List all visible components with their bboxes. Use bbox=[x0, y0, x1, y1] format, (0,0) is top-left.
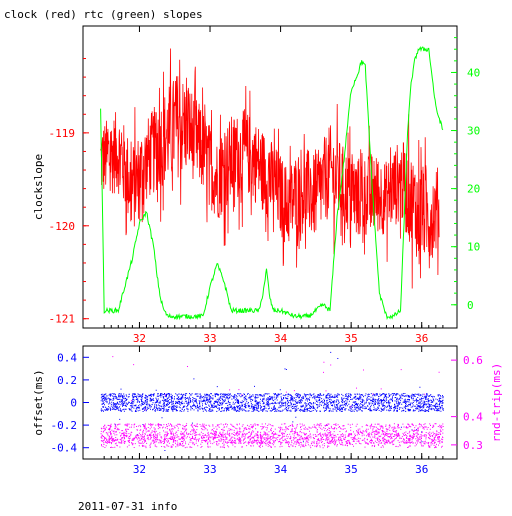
x-tick-label-36: 36 bbox=[415, 463, 428, 476]
y-axis-label: clockslope bbox=[32, 154, 45, 220]
round-trip-scatter-points bbox=[100, 356, 444, 449]
y2-tick-label: 10 bbox=[467, 241, 480, 254]
y2-tick-label: 0 bbox=[467, 299, 474, 312]
y-tick-label: 0.2 bbox=[57, 374, 77, 387]
x-tick-label-33: 33 bbox=[203, 332, 216, 345]
x-tick-label-34: 34 bbox=[274, 463, 288, 476]
offset-axis-label: offset(ms) bbox=[32, 369, 45, 435]
y-tick-label: 0.4 bbox=[57, 351, 77, 364]
info-label: 2011-07-31 info bbox=[78, 500, 177, 512]
y-tick-label: -120 bbox=[49, 220, 76, 233]
x-tick-label-34: 34 bbox=[274, 332, 288, 345]
x-tick-label-32: 32 bbox=[133, 463, 146, 476]
y2-tick-label: 0.6 bbox=[463, 354, 483, 367]
round-trip-axis-label: rnd-trip(ms) bbox=[490, 363, 503, 442]
y-tick-label: 0 bbox=[70, 397, 77, 410]
y2-tick-label: 0.3 bbox=[463, 439, 483, 452]
x-tick-label-33: 33 bbox=[203, 463, 216, 476]
x-tick-label-32: 32 bbox=[133, 332, 146, 345]
y2-tick-label: 20 bbox=[467, 183, 480, 196]
x-tick-label-35: 35 bbox=[345, 332, 358, 345]
rtc-series-line bbox=[100, 45, 444, 321]
offset-scatter-points bbox=[100, 351, 444, 451]
y-tick-label: -119 bbox=[49, 127, 76, 140]
bottom-panel: offset(ms) rnd-trip(ms) 2011-07-31 info … bbox=[32, 345, 503, 513]
y-tick-label: -0.2 bbox=[51, 419, 78, 432]
x-tick-label-36: 36 bbox=[415, 332, 428, 345]
clock-series-line bbox=[100, 48, 440, 289]
y-tick-label: -121 bbox=[49, 313, 76, 326]
y2-tick-label: 0.4 bbox=[463, 411, 483, 424]
y2-tick-label: 30 bbox=[467, 125, 480, 138]
top-panel: clock (red) rtc (green) slopes clockslop… bbox=[4, 8, 480, 345]
y2-tick-label: 40 bbox=[467, 66, 480, 79]
x-tick-label-35: 35 bbox=[345, 463, 358, 476]
y-tick-label: -0.4 bbox=[51, 442, 78, 455]
chart-title: clock (red) rtc (green) slopes bbox=[4, 8, 203, 21]
